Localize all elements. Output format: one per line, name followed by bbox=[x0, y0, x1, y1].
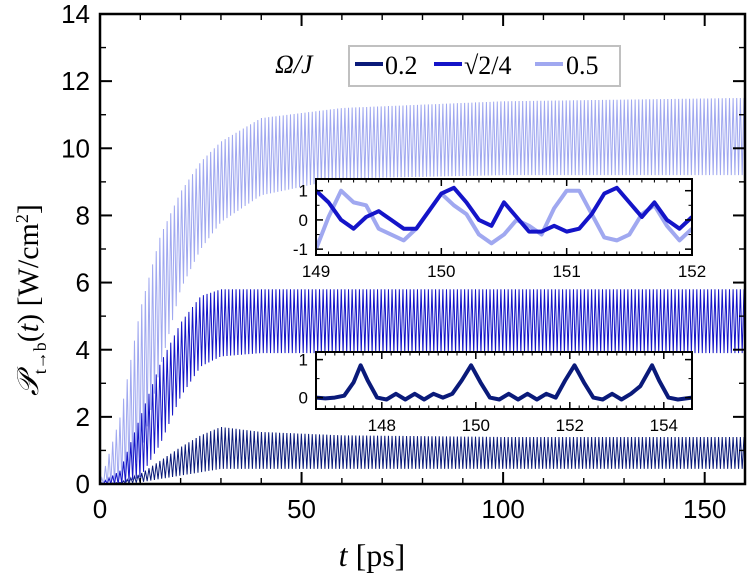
x-tick-label: 152 bbox=[556, 416, 584, 435]
y-tick-label: 0 bbox=[299, 389, 308, 408]
y-tick-label: 2 bbox=[76, 402, 90, 432]
y-tick-label: 14 bbox=[61, 0, 90, 29]
series-line-√2/4 bbox=[100, 289, 745, 484]
y-tick-label: 6 bbox=[76, 268, 90, 298]
y-axis-label: 𝒫t→b(t) [W/cm2] bbox=[12, 204, 50, 396]
y-tick-label: 4 bbox=[76, 335, 90, 365]
x-tick-label: 154 bbox=[650, 416, 678, 435]
y-tick-label: 1 bbox=[299, 182, 308, 201]
y-tick-label: 8 bbox=[76, 201, 90, 231]
y-tick-label: 0 bbox=[76, 469, 90, 499]
plot-area bbox=[316, 352, 692, 409]
x-tick-label: 151 bbox=[552, 262, 580, 281]
series-line-0.5 bbox=[100, 97, 745, 484]
x-tick-label: 149 bbox=[302, 262, 330, 281]
inset-upper-series-√2/4 bbox=[316, 185, 692, 234]
x-tick-label: 0 bbox=[93, 494, 107, 524]
y-tick-label: -1 bbox=[293, 240, 308, 259]
inset-lower-series-0.2 bbox=[316, 363, 692, 402]
x-tick-label: 150 bbox=[427, 262, 455, 281]
y-tick-label: 10 bbox=[61, 133, 90, 163]
legend-label-0: 0.2 bbox=[385, 51, 418, 80]
y-tick-label: 0 bbox=[299, 211, 308, 230]
x-tick-label: 150 bbox=[683, 494, 726, 524]
plot-area bbox=[316, 179, 692, 255]
y-tick-label: 12 bbox=[61, 66, 90, 96]
legend-title: Ω/J bbox=[275, 50, 314, 79]
inset-upper-series-0.5 bbox=[316, 188, 692, 250]
x-tick-label: 150 bbox=[462, 416, 490, 435]
x-axis-label: t [ps] bbox=[339, 537, 406, 573]
x-tick-label: 100 bbox=[481, 494, 524, 524]
x-tick-label: 148 bbox=[368, 416, 396, 435]
y-tick-label: 1 bbox=[299, 351, 308, 370]
legend-label-2: 0.5 bbox=[566, 51, 599, 80]
legend-box bbox=[348, 45, 621, 87]
x-tick-label: 50 bbox=[287, 494, 316, 524]
inset-lower: 148 150 152 154 0 1 bbox=[299, 351, 693, 435]
x-tick-label: 152 bbox=[678, 262, 706, 281]
legend: Ω/J 0.2 √2/4 0.5 bbox=[275, 45, 621, 87]
inset-upper: 149 150 151 152 -1 0 1 bbox=[293, 178, 706, 281]
series-line-0.2 bbox=[100, 426, 745, 484]
legend-label-1: √2/4 bbox=[464, 51, 512, 80]
